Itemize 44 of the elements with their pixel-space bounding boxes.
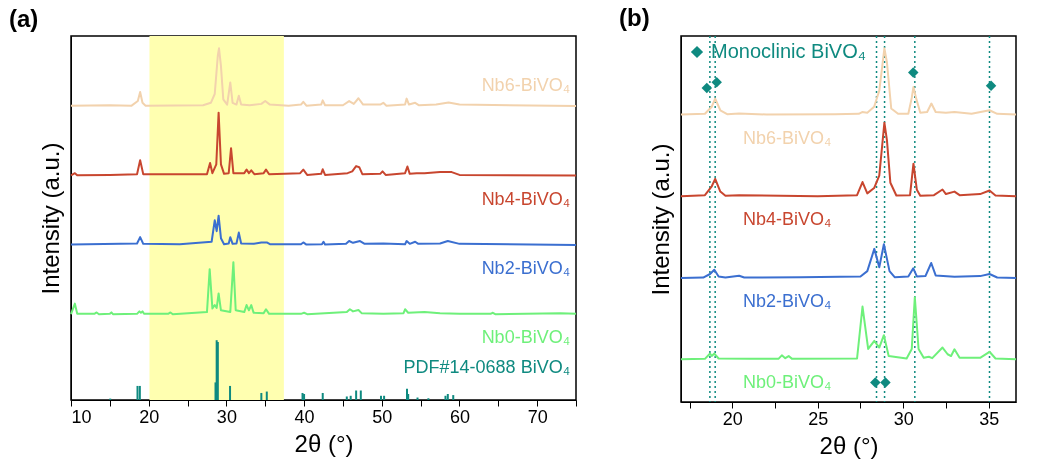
bar bbox=[265, 391, 268, 400]
series-label: Nb2-BiVO₄ bbox=[743, 290, 832, 311]
bar bbox=[355, 390, 358, 400]
x-tick-label: 20 bbox=[722, 408, 743, 429]
y-axis-title: Intensity (a.u.) bbox=[36, 142, 64, 295]
bar bbox=[349, 395, 352, 400]
x-tick-label: 30 bbox=[216, 406, 237, 427]
chart-title: (b) bbox=[619, 4, 650, 32]
bar bbox=[359, 390, 362, 400]
series-label: Nb0-BiVO₄ bbox=[481, 326, 570, 347]
x-tick-label: 35 bbox=[979, 408, 1000, 429]
series-label: Nb4-BiVO₄ bbox=[743, 209, 832, 230]
point bbox=[908, 67, 919, 78]
x-tick-label: 20 bbox=[139, 406, 160, 427]
point bbox=[711, 77, 722, 88]
x-tick-label: 30 bbox=[893, 408, 914, 429]
bar bbox=[379, 395, 382, 400]
point bbox=[880, 377, 891, 388]
x-tick-label: 10 bbox=[71, 406, 92, 427]
chart-title: (a) bbox=[9, 5, 39, 32]
legend-label: Monoclinic BiVO₄ bbox=[711, 40, 866, 62]
x-tick-label: 25 bbox=[808, 408, 829, 429]
x-tick-label: 70 bbox=[527, 406, 548, 427]
x-tick-label: 60 bbox=[449, 406, 470, 427]
x-axis-title: 2θ (°) bbox=[294, 429, 354, 457]
series-label: PDF#14-0688 BiVO₄ bbox=[403, 357, 570, 377]
x-axis-title: 2θ (°) bbox=[819, 431, 879, 459]
x-tick-label: 40 bbox=[294, 406, 315, 427]
series-label: Nb0-BiVO₄ bbox=[743, 372, 832, 393]
bar bbox=[383, 395, 386, 400]
point bbox=[701, 82, 713, 94]
point bbox=[870, 377, 881, 388]
bar bbox=[260, 392, 263, 400]
y-axis-title: Intensity (a.u.) bbox=[646, 143, 674, 296]
series-label: Nb6-BiVO₄ bbox=[481, 74, 570, 95]
bar bbox=[321, 392, 324, 400]
x-tick-label: 50 bbox=[372, 406, 393, 427]
point bbox=[985, 80, 997, 92]
bar bbox=[345, 396, 348, 400]
bar bbox=[229, 385, 232, 400]
bar bbox=[452, 395, 455, 400]
series-label: Nb6-BiVO₄ bbox=[743, 127, 832, 148]
series-label: Nb2-BiVO₄ bbox=[481, 257, 570, 278]
series-label: Nb4-BiVO₄ bbox=[481, 188, 570, 209]
